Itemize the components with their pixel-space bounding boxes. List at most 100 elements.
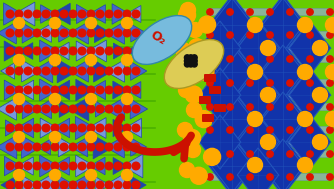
Polygon shape <box>262 92 304 146</box>
FancyBboxPatch shape <box>207 32 331 39</box>
Circle shape <box>327 80 333 86</box>
Circle shape <box>313 88 328 102</box>
Circle shape <box>185 86 202 103</box>
FancyBboxPatch shape <box>207 126 331 133</box>
Circle shape <box>69 105 77 113</box>
Circle shape <box>298 157 313 173</box>
Circle shape <box>24 162 32 170</box>
Circle shape <box>33 29 41 37</box>
Polygon shape <box>76 79 95 101</box>
Circle shape <box>86 94 97 105</box>
Circle shape <box>105 10 113 18</box>
Polygon shape <box>105 174 125 189</box>
Circle shape <box>105 181 113 189</box>
Circle shape <box>267 32 273 38</box>
Circle shape <box>178 83 193 98</box>
Ellipse shape <box>132 15 192 64</box>
Circle shape <box>24 10 32 18</box>
Circle shape <box>204 148 220 165</box>
Circle shape <box>123 29 131 37</box>
Circle shape <box>227 127 233 133</box>
Circle shape <box>132 124 140 132</box>
Circle shape <box>307 174 313 180</box>
Circle shape <box>122 132 133 143</box>
Polygon shape <box>40 40 58 62</box>
Polygon shape <box>199 21 241 75</box>
FancyBboxPatch shape <box>209 86 221 94</box>
FancyBboxPatch shape <box>199 96 211 104</box>
Circle shape <box>60 86 68 94</box>
Circle shape <box>298 18 313 33</box>
Circle shape <box>60 29 68 37</box>
Circle shape <box>69 86 77 94</box>
Circle shape <box>96 10 104 18</box>
Circle shape <box>192 58 197 64</box>
Polygon shape <box>69 60 89 82</box>
Circle shape <box>179 7 195 24</box>
Circle shape <box>114 181 122 189</box>
Circle shape <box>122 170 133 180</box>
FancyBboxPatch shape <box>214 104 226 112</box>
Circle shape <box>123 162 131 170</box>
Circle shape <box>114 29 122 37</box>
Circle shape <box>327 104 333 110</box>
Circle shape <box>114 47 122 55</box>
Circle shape <box>51 10 59 18</box>
Polygon shape <box>53 157 69 175</box>
Circle shape <box>87 143 95 151</box>
Polygon shape <box>114 43 127 59</box>
Circle shape <box>87 10 95 18</box>
Circle shape <box>6 181 14 189</box>
Circle shape <box>207 32 213 38</box>
Circle shape <box>6 143 14 151</box>
Polygon shape <box>105 97 125 121</box>
Circle shape <box>114 86 122 94</box>
Circle shape <box>42 10 50 18</box>
FancyBboxPatch shape <box>209 137 321 147</box>
Polygon shape <box>59 101 74 117</box>
Polygon shape <box>40 118 57 138</box>
Polygon shape <box>113 81 128 99</box>
Circle shape <box>87 29 95 37</box>
Polygon shape <box>237 21 279 75</box>
Circle shape <box>326 64 334 80</box>
Circle shape <box>33 105 41 113</box>
Circle shape <box>6 105 14 113</box>
Circle shape <box>105 86 113 94</box>
Polygon shape <box>211 92 253 146</box>
Circle shape <box>267 80 273 86</box>
Circle shape <box>13 170 24 180</box>
Circle shape <box>184 61 190 67</box>
Polygon shape <box>59 176 74 189</box>
Circle shape <box>247 112 263 126</box>
Polygon shape <box>70 174 88 189</box>
Circle shape <box>6 47 14 55</box>
Polygon shape <box>41 5 57 23</box>
Circle shape <box>6 29 14 37</box>
Circle shape <box>326 112 334 126</box>
Polygon shape <box>53 118 70 138</box>
Circle shape <box>267 174 273 180</box>
Circle shape <box>13 132 24 143</box>
Polygon shape <box>40 155 58 177</box>
Circle shape <box>78 29 86 37</box>
Circle shape <box>185 143 200 157</box>
Circle shape <box>267 56 273 62</box>
Circle shape <box>69 181 77 189</box>
Circle shape <box>15 47 23 55</box>
Polygon shape <box>14 2 35 26</box>
Circle shape <box>132 10 140 18</box>
Circle shape <box>188 55 194 60</box>
Circle shape <box>188 58 194 64</box>
Polygon shape <box>37 139 50 155</box>
Polygon shape <box>88 40 106 62</box>
Circle shape <box>105 105 113 113</box>
Circle shape <box>123 181 131 189</box>
Circle shape <box>15 143 23 151</box>
Polygon shape <box>0 135 17 159</box>
Circle shape <box>175 43 190 57</box>
Circle shape <box>33 162 41 170</box>
Circle shape <box>298 64 313 80</box>
Polygon shape <box>18 43 33 59</box>
Circle shape <box>60 143 68 151</box>
